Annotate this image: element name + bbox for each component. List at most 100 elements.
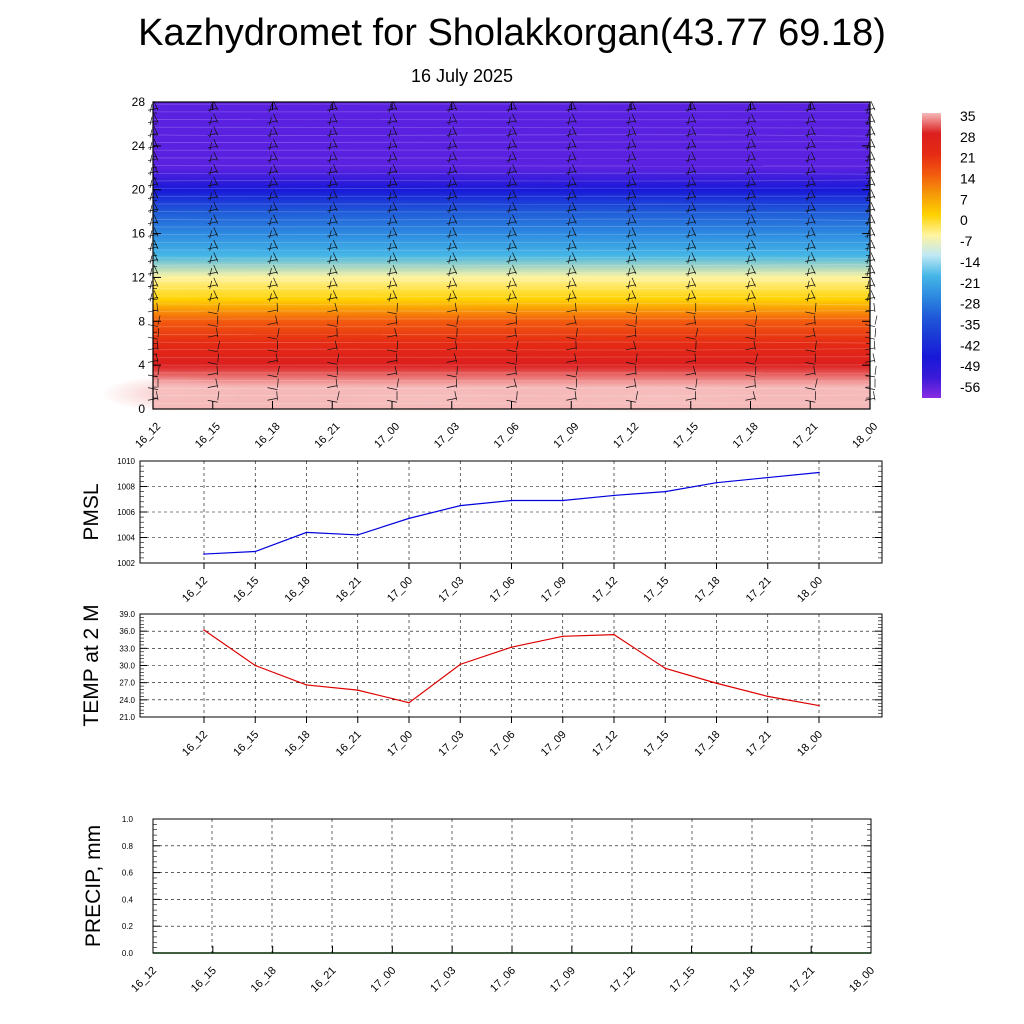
wind-barb: [448, 217, 452, 226]
wind-barb: [625, 196, 637, 199]
wind-barb: [207, 170, 218, 174]
y-tick-label: 1002: [117, 559, 135, 568]
isotherm-line: [152, 263, 871, 266]
wind-barb: [631, 126, 637, 136]
x-tick-label: 17_06: [492, 421, 522, 451]
wind-barb: [805, 208, 816, 212]
wind-barb: [452, 138, 458, 149]
wind-barb: [446, 259, 457, 262]
x-tick-label: 17_06: [488, 575, 518, 605]
wind-barb: [566, 347, 577, 351]
wind-barb: [516, 391, 518, 401]
wind-barb: [693, 365, 697, 376]
wind-barb: [336, 315, 339, 325]
data-point: [305, 531, 308, 534]
wind-barb: [747, 154, 750, 163]
wind-barb: [866, 217, 870, 226]
wind-barb: [506, 183, 517, 187]
x-tick-label: 16_15: [193, 421, 223, 451]
wind-barb: [747, 167, 750, 176]
wind-barb: [508, 255, 511, 264]
wind-barb: [806, 205, 810, 214]
wind-barb: [870, 277, 876, 287]
data-point: [305, 684, 308, 686]
wind-barb: [452, 126, 458, 136]
wind-barb: [566, 221, 577, 225]
wind-barb: [512, 189, 517, 199]
wind-barb: [512, 264, 517, 275]
wind-barb: [566, 397, 577, 401]
wind-barb: [691, 252, 697, 262]
wind-barb: [508, 205, 511, 214]
x-tick-label: 16_12: [129, 965, 159, 995]
wind-barb: [806, 192, 810, 201]
wind-barb: [328, 104, 332, 113]
wind-barb: [396, 378, 399, 388]
wind-barb: [446, 297, 457, 300]
colorbar: 35 28 21 14 7 0 -7 -14 -21 -28 -35 -42 -49 -56: [922, 108, 980, 398]
wind-barb: [207, 196, 218, 199]
wind-barb: [810, 227, 816, 237]
y-tick-label: 1008: [117, 483, 135, 492]
wind-barb: [745, 120, 756, 124]
wind-barb: [392, 227, 398, 237]
x-tick-label: 17_12: [611, 421, 641, 451]
data-point: [715, 682, 718, 685]
wind-barb: [635, 353, 638, 363]
wind-barb: [207, 284, 218, 288]
wind-barb: [874, 365, 877, 376]
wind-barb: [267, 145, 278, 149]
wind-barb: [625, 372, 637, 376]
wind-barb: [386, 208, 398, 212]
wind-barb: [806, 167, 810, 176]
x-tick-label: 17_18: [693, 575, 723, 605]
colorbar-label: 21: [960, 150, 976, 166]
wind-barb: [506, 233, 517, 237]
wind-barb: [814, 315, 816, 325]
wind-barb: [392, 151, 398, 161]
wind-barb: [448, 129, 452, 138]
wind-barb: [571, 113, 577, 123]
wind-barb: [631, 113, 637, 123]
wind-barb: [446, 120, 457, 124]
data-point: [818, 704, 820, 707]
wind-barb: [573, 315, 577, 325]
wind-barb: [685, 183, 696, 187]
wind-barb: [327, 133, 338, 136]
wind-barb: [566, 322, 577, 325]
wind-barb: [267, 374, 278, 378]
wind-barb: [327, 324, 338, 327]
wind-barb: [567, 192, 571, 201]
wind-barb: [153, 176, 159, 187]
x-tick-label: 17_21: [787, 965, 817, 995]
wind-barb: [745, 297, 756, 300]
wind-barb: [627, 167, 631, 176]
x-tick-label: 18_00: [847, 965, 877, 995]
wind-barb: [627, 141, 631, 151]
wind-barb: [207, 133, 218, 136]
wind-barb: [213, 176, 219, 187]
wind-barb: [386, 360, 398, 363]
x-tick-label: 17_12: [590, 575, 620, 605]
wind-barb: [575, 302, 577, 312]
wind-barb: [571, 264, 577, 275]
wind-barb: [627, 293, 631, 302]
wind-barb: [512, 201, 517, 212]
wind-barb: [207, 208, 218, 212]
wind-barb: [452, 290, 458, 300]
wind-barb: [685, 259, 696, 262]
wind-barb: [567, 167, 571, 176]
wind-barb: [386, 334, 398, 338]
wind-barb: [327, 221, 338, 225]
colorbar-bar: [922, 113, 941, 398]
wind-barb: [273, 201, 278, 212]
x-tick-label: 16_21: [312, 421, 342, 451]
y-tick-label: 0.6: [122, 869, 134, 878]
wind-barb: [870, 290, 876, 300]
wind-barb: [392, 201, 398, 212]
data-point: [408, 517, 410, 520]
wind-barb: [273, 126, 278, 136]
wind-barb: [454, 391, 458, 401]
wind-barb: [747, 268, 750, 277]
